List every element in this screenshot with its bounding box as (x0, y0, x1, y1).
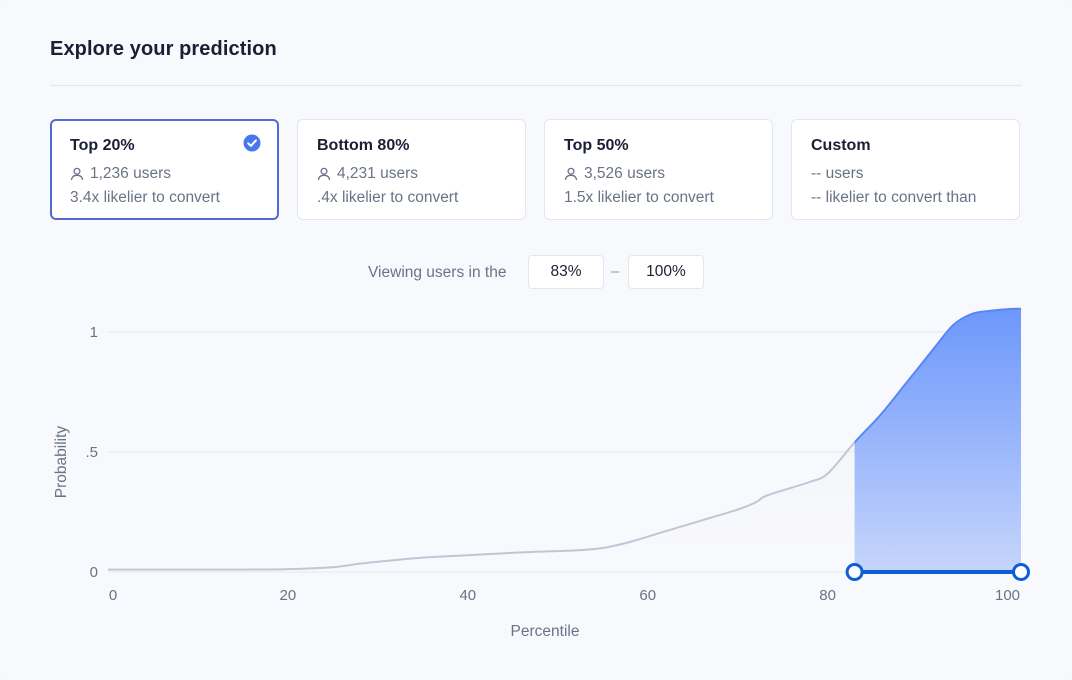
y-axis-ticks: 0.51 (85, 324, 98, 581)
segment-card-bottom-80[interactable]: Bottom 80% 4,231 users .4x likelier to c… (297, 119, 526, 220)
divider (50, 85, 1022, 86)
user-icon (70, 167, 84, 181)
segment-card-top-20[interactable]: Top 20% 1,236 users 3.4x likelier to con… (50, 119, 279, 220)
range-separator: – (611, 263, 620, 280)
user-icon (564, 167, 578, 181)
card-lift: 3.4x likelier to convert (70, 189, 220, 206)
x-axis-label: Percentile (511, 623, 580, 640)
card-users: 1,236 users (90, 165, 171, 182)
segment-card-top-50[interactable]: Top 50% 3,526 users 1.5x likelier to con… (544, 119, 773, 220)
card-lift: .4x likelier to convert (317, 189, 459, 206)
percentile-range-row: Viewing users in the – (0, 255, 1072, 289)
x-tick-label: 20 (280, 587, 297, 604)
card-users: -- users (811, 165, 864, 182)
x-tick-label: 40 (459, 587, 476, 604)
range-to-input[interactable] (628, 255, 704, 289)
card-name: Bottom 80% (317, 137, 410, 154)
card-users: 3,526 users (584, 165, 665, 182)
card-name: Top 20% (70, 137, 135, 154)
range-from-input[interactable] (528, 255, 604, 289)
curve-line-selected (854, 307, 1022, 444)
x-tick-label: 60 (639, 587, 656, 604)
card-lift: 1.5x likelier to convert (564, 189, 714, 206)
check-circle-icon (243, 134, 261, 152)
card-name: Top 50% (564, 137, 629, 154)
range-handle-end[interactable] (1012, 563, 1030, 581)
curve-line-unselected (107, 440, 855, 571)
area-unselected (108, 442, 855, 572)
x-tick-label: 80 (819, 587, 836, 604)
user-icon (317, 167, 331, 181)
card-users: 4,231 users (337, 165, 418, 182)
x-tick-label: 100 (995, 587, 1020, 604)
segment-card-custom[interactable]: Custom -- users -- likelier to convert t… (791, 119, 1020, 220)
area-selected (854, 308, 1021, 572)
page-title: Explore your prediction (50, 38, 277, 60)
range-handle-start[interactable] (845, 563, 864, 581)
x-tick-label: 0 (109, 587, 117, 604)
y-axis-label: Probability (53, 426, 70, 499)
card-name: Custom (811, 137, 871, 154)
range-label: Viewing users in the (368, 264, 507, 281)
x-axis-ticks: 0 20 40 60 80 100 (109, 587, 1020, 604)
y-tick-label: 1 (90, 324, 98, 341)
y-tick-label: .5 (85, 444, 98, 461)
y-tick-label: 0 (90, 564, 98, 581)
card-lift: -- likelier to convert than (811, 189, 977, 206)
